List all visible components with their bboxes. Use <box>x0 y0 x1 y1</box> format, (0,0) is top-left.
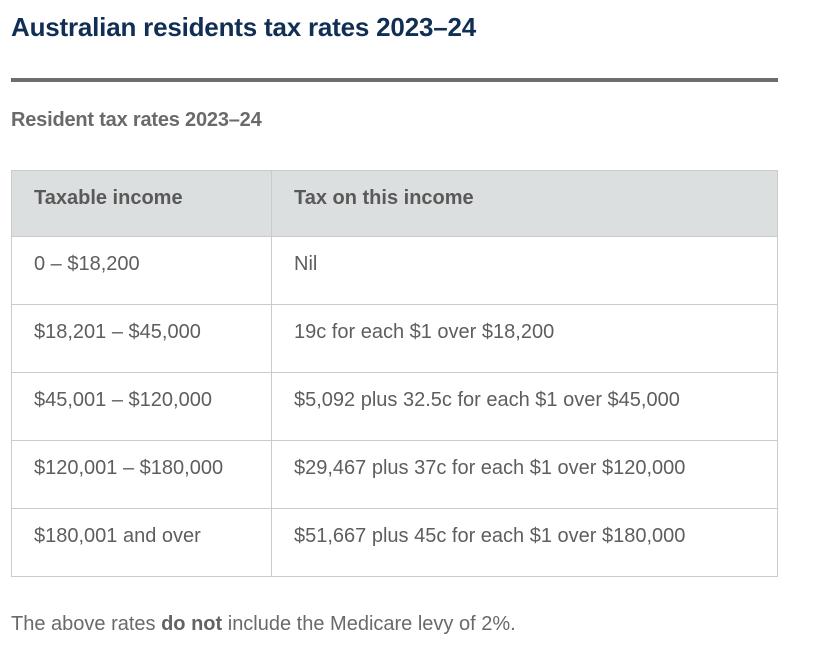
section-heading: Resident tax rates 2023–24 <box>11 109 262 131</box>
title-divider <box>11 78 778 82</box>
table-row: $45,001 – $120,000 $5,092 plus 32.5c for … <box>11 372 778 441</box>
table-row: 0 – $18,200 Nil <box>11 236 778 305</box>
tax-table-body: 0 – $18,200 Nil $18,201 – $45,000 19c for e… <box>11 236 778 577</box>
table-row: $120,001 – $180,000 $29,467 plus 37c for … <box>11 440 778 509</box>
column-header-tax-on-income: Tax on this income <box>271 170 778 237</box>
column-header-taxable-income: Taxable income <box>11 170 272 237</box>
tax-rates-table: Taxable income Tax on this income 0 – $1… <box>11 170 778 577</box>
page-content: Australian residents tax rates 2023–24 R… <box>11 12 807 636</box>
footnote-bold-do-not: do not <box>161 613 223 635</box>
tax-on-income-cell: $5,092 plus 32.5c for each $1 over $45,0… <box>271 372 778 441</box>
table-row: $18,201 – $45,000 19c for each $1 over $1… <box>11 304 778 373</box>
footnote-text-suffix: include the Medicare levy of 2%. <box>222 613 516 635</box>
taxable-income-cell: $18,201 – $45,000 <box>11 304 272 373</box>
tax-table-header: Taxable income Tax on this income <box>11 170 778 237</box>
page-title: Australian residents tax rates 2023–24 <box>11 12 476 42</box>
tax-on-income-cell: 19c for each $1 over $18,200 <box>271 304 778 373</box>
header-row: Taxable income Tax on this income <box>11 170 778 237</box>
tax-on-income-cell: Nil <box>271 236 778 305</box>
tax-on-income-cell: $51,667 plus 45c for each $1 over $180,0… <box>271 508 778 577</box>
footnote-text-prefix: The above rates <box>11 613 162 635</box>
taxable-income-cell: 0 – $18,200 <box>11 236 272 305</box>
tax-on-income-cell: $29,467 plus 37c for each $1 over $120,0… <box>271 440 778 509</box>
taxable-income-cell: $180,001 and over <box>11 508 272 577</box>
taxable-income-cell: $45,001 – $120,000 <box>11 372 272 441</box>
table-row: $180,001 and over $51,667 plus 45c for ea… <box>11 508 778 577</box>
taxable-income-cell: $120,001 – $180,000 <box>11 440 272 509</box>
medicare-levy-footnote: The above rates do not include the Medic… <box>11 612 807 636</box>
